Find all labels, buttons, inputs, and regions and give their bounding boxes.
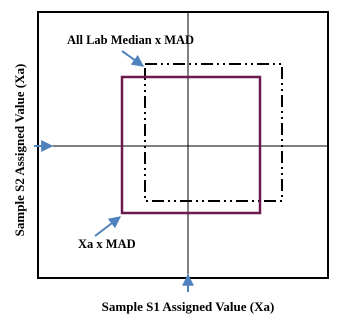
all-lab-median-square <box>144 63 283 202</box>
all-lab-median-label: All Lab Median x MAD <box>67 33 194 47</box>
arrow-to-inner-square <box>94 216 121 237</box>
xa-mad-label: Xa x MAD <box>78 237 136 251</box>
arrow-to-dashed-square <box>121 50 144 67</box>
x-axis-label: Sample S1 Assigned Value (Xa) <box>102 299 275 314</box>
y-axis-label: Sample S2 Assigned Value (Xa) <box>12 64 27 237</box>
xa-mad-square <box>120 75 262 215</box>
